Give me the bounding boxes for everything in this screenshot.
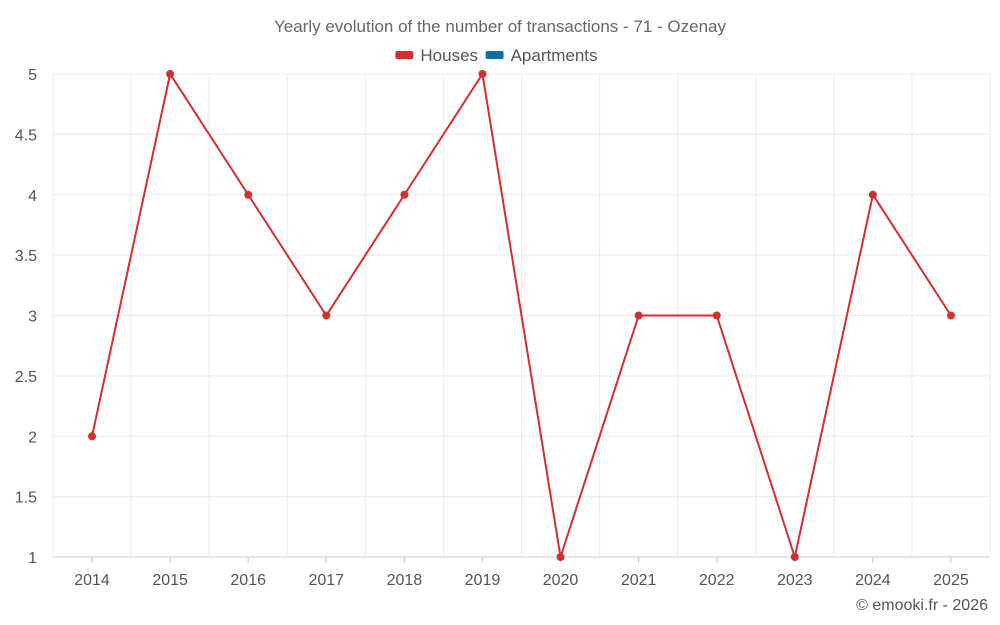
data-point-houses-2017[interactable] bbox=[322, 311, 331, 320]
x-tick-label: 2017 bbox=[308, 572, 344, 589]
x-tick-label: 2022 bbox=[699, 572, 735, 589]
data-point-houses-2024[interactable] bbox=[868, 190, 877, 199]
data-point-houses-2018[interactable] bbox=[400, 190, 409, 199]
y-axis: 1 1.5 2 2.5 3 3.5 4 4.5 5 bbox=[15, 67, 37, 567]
x-tick-label: 2025 bbox=[933, 572, 969, 589]
x-tick-label: 2020 bbox=[543, 572, 579, 589]
x-tick-label: 2019 bbox=[465, 572, 501, 589]
data-point-houses-2016[interactable] bbox=[244, 190, 253, 199]
legend-swatch bbox=[485, 51, 504, 59]
x-tick-label: 2018 bbox=[387, 572, 423, 589]
y-tick-label: 4 bbox=[28, 188, 37, 205]
legend-label: Apartments bbox=[511, 46, 598, 65]
y-tick-label: 4.5 bbox=[15, 127, 37, 144]
y-tick-label: 2 bbox=[28, 429, 37, 446]
y-tick-label: 1.5 bbox=[15, 490, 37, 507]
x-tick-label: 2014 bbox=[74, 572, 110, 589]
x-tick-label: 2023 bbox=[777, 572, 813, 589]
x-tick-label: 2024 bbox=[855, 572, 891, 589]
x-tick-label: 2016 bbox=[230, 572, 266, 589]
data-point-houses-2014[interactable] bbox=[88, 432, 97, 441]
data-point-houses-2022[interactable] bbox=[712, 311, 721, 320]
data-point-houses-2015[interactable] bbox=[166, 70, 175, 78]
chart-title: Yearly evolution of the number of transa… bbox=[274, 17, 727, 36]
data-point-houses-2023[interactable] bbox=[790, 553, 799, 561]
legend-item-apartments[interactable]: Apartments bbox=[485, 46, 598, 65]
y-tick-label: 3.5 bbox=[15, 248, 37, 265]
copyright-label: © emooki.fr - 2026 bbox=[856, 597, 988, 614]
x-tick-label: 2021 bbox=[621, 572, 657, 589]
data-point-houses-2021[interactable] bbox=[634, 311, 643, 320]
data-point-houses-2019[interactable] bbox=[478, 70, 487, 78]
series-layer bbox=[88, 70, 955, 561]
legend-swatch bbox=[395, 51, 414, 59]
y-tick-label: 2.5 bbox=[15, 369, 37, 386]
data-point-houses-2025[interactable] bbox=[946, 311, 955, 320]
y-tick-label: 5 bbox=[28, 67, 37, 84]
legend-item-houses[interactable]: Houses bbox=[395, 46, 478, 65]
legend-label: Houses bbox=[420, 46, 478, 65]
y-tick-label: 1 bbox=[28, 550, 37, 567]
data-point-houses-2020[interactable] bbox=[556, 553, 565, 561]
y-tick-label: 3 bbox=[28, 309, 37, 326]
legend: Houses Apartments bbox=[395, 46, 598, 65]
series-line-houses bbox=[91, 71, 952, 561]
x-axis: 2014 2015 2016 2017 2018 2019 2020 2021 2022 2023… bbox=[74, 557, 969, 589]
x-tick-label: 2015 bbox=[152, 572, 188, 589]
